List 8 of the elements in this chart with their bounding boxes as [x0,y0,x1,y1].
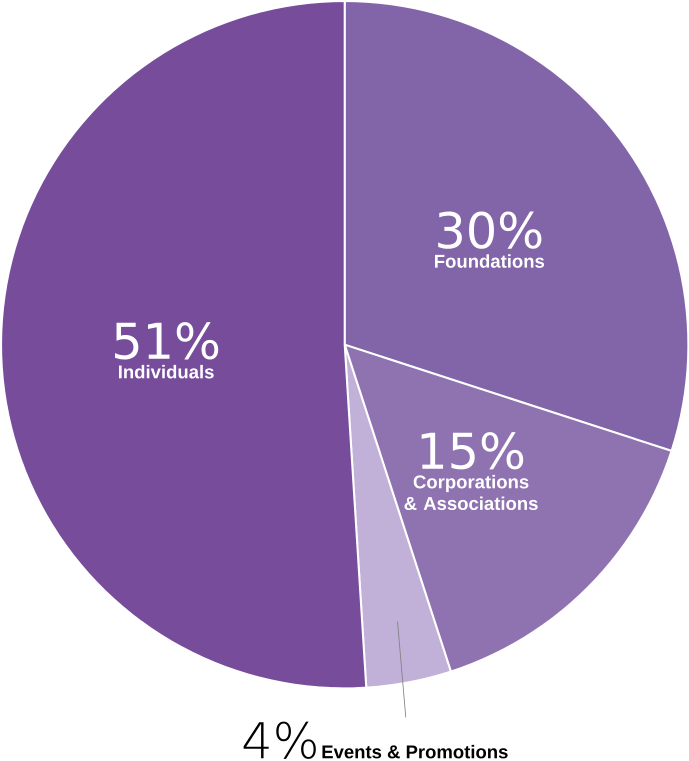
data-label: 15% [421,432,523,470]
slice-label: Individuals [118,364,214,378]
data-label: 4% [243,722,316,759]
slice-label: Corporations & Associations [404,474,538,510]
data-label: 30% [438,211,542,249]
slice-label: Foundations [434,254,544,268]
data-label: 51% [114,322,218,360]
slice-label: Events & Promotions [322,744,508,758]
